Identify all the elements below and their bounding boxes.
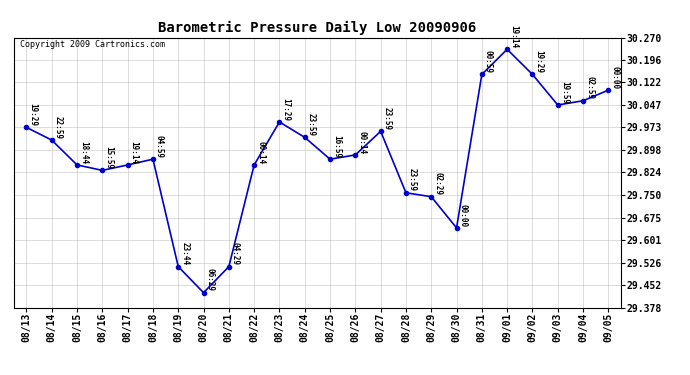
Text: 23:44: 23:44	[180, 242, 189, 266]
Text: 15:59: 15:59	[104, 146, 113, 169]
Text: 00:00: 00:00	[459, 204, 468, 226]
Text: 23:59: 23:59	[383, 107, 392, 130]
Text: 23:59: 23:59	[307, 113, 316, 136]
Text: 04:59: 04:59	[155, 135, 164, 158]
Text: 02:29: 02:29	[433, 172, 442, 195]
Text: 18:44: 18:44	[79, 141, 88, 164]
Title: Barometric Pressure Daily Low 20090906: Barometric Pressure Daily Low 20090906	[158, 21, 477, 35]
Text: 06:29: 06:29	[206, 268, 215, 291]
Text: 19:14: 19:14	[509, 25, 518, 48]
Text: 19:29: 19:29	[28, 103, 37, 126]
Text: 19:29: 19:29	[535, 50, 544, 73]
Text: 00:00: 00:00	[611, 66, 620, 89]
Text: 19:59: 19:59	[560, 81, 569, 104]
Text: Copyright 2009 Cartronics.com: Copyright 2009 Cartronics.com	[20, 40, 165, 49]
Text: 00:14: 00:14	[357, 130, 366, 154]
Text: 23:59: 23:59	[408, 168, 417, 192]
Text: 17:29: 17:29	[282, 98, 290, 121]
Text: 04:29: 04:29	[231, 242, 240, 266]
Text: 00:59: 00:59	[484, 50, 493, 73]
Text: 00:14: 00:14	[256, 141, 265, 164]
Text: 19:14: 19:14	[130, 141, 139, 164]
Text: 02:59: 02:59	[585, 76, 594, 99]
Text: 22:59: 22:59	[54, 116, 63, 139]
Text: 16:59: 16:59	[332, 135, 341, 158]
